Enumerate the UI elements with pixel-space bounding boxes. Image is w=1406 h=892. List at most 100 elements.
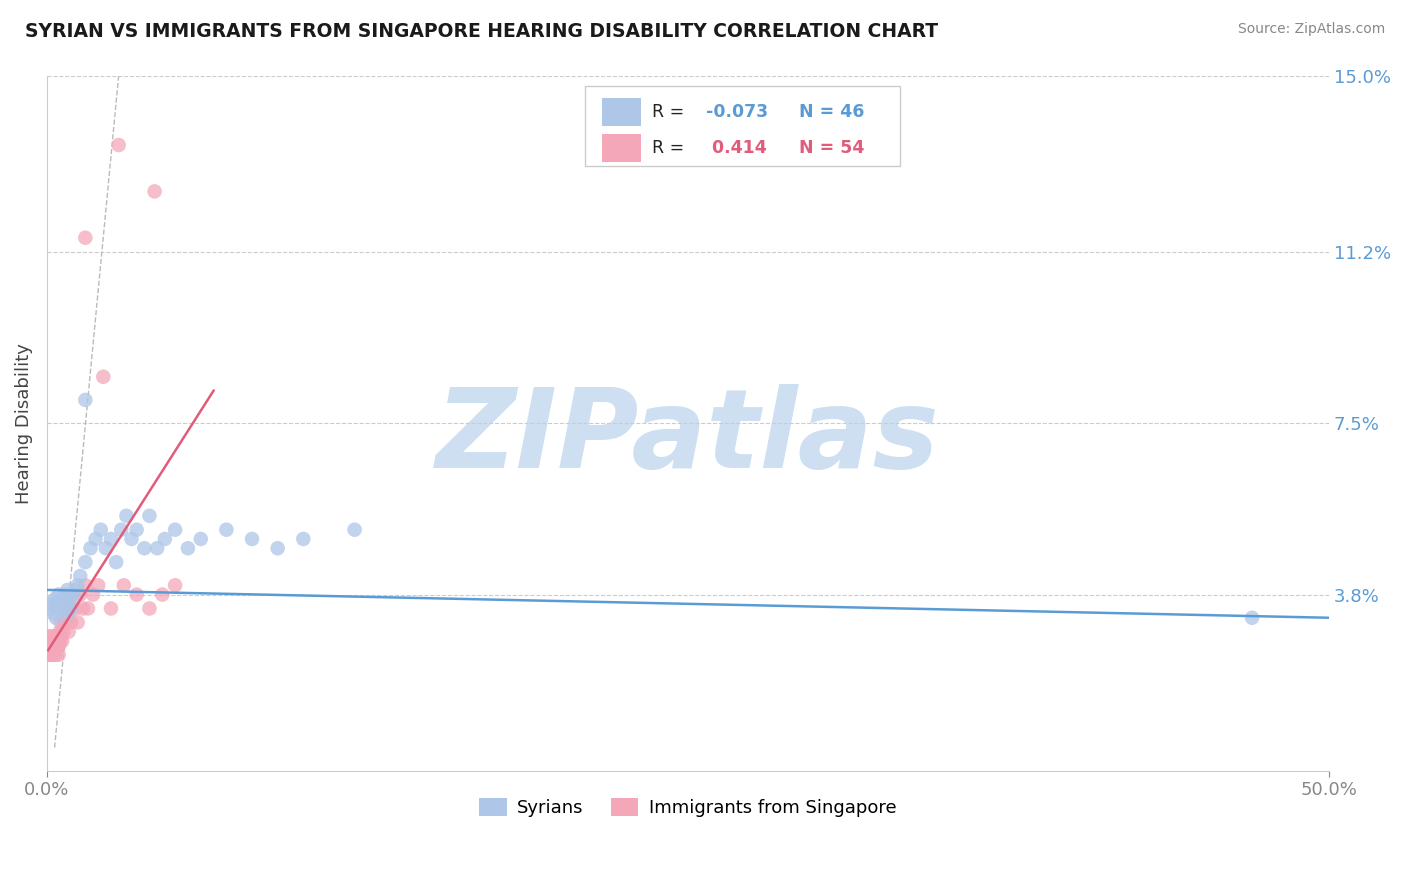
Point xyxy=(44,592,66,607)
Point xyxy=(115,508,138,523)
Point xyxy=(165,578,187,592)
Point xyxy=(107,138,129,153)
Text: Source: ZipAtlas.com: Source: ZipAtlas.com xyxy=(1237,22,1385,37)
Point xyxy=(134,541,156,556)
Text: N = 46: N = 46 xyxy=(800,103,865,120)
Point xyxy=(72,601,94,615)
Point xyxy=(55,601,77,615)
Point xyxy=(165,523,187,537)
Point xyxy=(177,541,200,556)
Point xyxy=(84,532,107,546)
Point xyxy=(45,611,67,625)
Point xyxy=(125,588,148,602)
Point xyxy=(60,601,83,615)
Point xyxy=(45,643,67,657)
Point xyxy=(41,643,63,657)
Point xyxy=(51,592,73,607)
Point xyxy=(240,532,263,546)
Point xyxy=(39,648,62,662)
Point xyxy=(75,555,97,569)
Point xyxy=(100,601,122,615)
Text: 0.414: 0.414 xyxy=(706,139,766,157)
Point xyxy=(91,369,114,384)
FancyBboxPatch shape xyxy=(602,97,641,126)
Point xyxy=(41,629,63,643)
Point xyxy=(62,588,84,602)
Point xyxy=(343,523,366,537)
Point xyxy=(292,532,315,546)
Point xyxy=(58,624,80,639)
Point xyxy=(46,629,69,643)
Point xyxy=(49,597,72,611)
Point xyxy=(46,597,69,611)
Point xyxy=(58,606,80,620)
Point xyxy=(266,541,288,556)
FancyBboxPatch shape xyxy=(585,86,900,166)
Text: SYRIAN VS IMMIGRANTS FROM SINGAPORE HEARING DISABILITY CORRELATION CHART: SYRIAN VS IMMIGRANTS FROM SINGAPORE HEAR… xyxy=(25,22,938,41)
Point xyxy=(69,588,91,602)
FancyBboxPatch shape xyxy=(602,135,641,162)
Text: R =: R = xyxy=(652,139,690,157)
Point xyxy=(215,523,238,537)
Point xyxy=(190,532,212,546)
Point xyxy=(112,578,135,592)
Point xyxy=(55,597,77,611)
Point xyxy=(75,392,97,407)
Point xyxy=(38,648,60,662)
Point xyxy=(53,588,76,602)
Point xyxy=(44,643,66,657)
Point xyxy=(87,578,110,592)
Point xyxy=(62,588,84,602)
Point xyxy=(94,541,117,556)
Point xyxy=(63,582,86,597)
Point xyxy=(105,555,128,569)
Point xyxy=(56,611,79,625)
Point xyxy=(42,648,65,662)
Point xyxy=(42,634,65,648)
Point xyxy=(48,601,70,615)
Point xyxy=(90,523,112,537)
Point xyxy=(75,231,97,245)
Point xyxy=(39,601,62,615)
Y-axis label: Hearing Disability: Hearing Disability xyxy=(15,343,32,504)
Point xyxy=(48,624,70,639)
Point xyxy=(1241,611,1264,625)
Point xyxy=(42,639,65,653)
Point xyxy=(51,629,73,643)
Point xyxy=(125,523,148,537)
Point xyxy=(146,541,169,556)
Point xyxy=(44,634,66,648)
Point xyxy=(46,634,69,648)
Point xyxy=(69,569,91,583)
Point xyxy=(63,601,86,615)
Point xyxy=(41,597,63,611)
Text: -0.073: -0.073 xyxy=(706,103,768,120)
Point xyxy=(45,639,67,653)
Point xyxy=(153,532,176,546)
Point xyxy=(41,639,63,653)
Point xyxy=(46,639,69,653)
Point xyxy=(60,615,83,630)
Point xyxy=(53,615,76,630)
Point xyxy=(51,634,73,648)
Point xyxy=(59,601,82,615)
Point xyxy=(75,578,97,592)
Point xyxy=(38,629,60,643)
Point xyxy=(49,634,72,648)
Point xyxy=(52,601,75,615)
Point xyxy=(37,634,59,648)
Legend: Syrians, Immigrants from Singapore: Syrians, Immigrants from Singapore xyxy=(472,790,904,824)
Point xyxy=(48,639,70,653)
Point xyxy=(150,588,173,602)
Point xyxy=(39,634,62,648)
Point xyxy=(48,588,70,602)
Point xyxy=(48,648,70,662)
Point xyxy=(39,643,62,657)
Point xyxy=(49,615,72,630)
Point xyxy=(121,532,143,546)
Point xyxy=(138,508,160,523)
Point xyxy=(42,606,65,620)
Point xyxy=(45,648,67,662)
Point xyxy=(66,578,89,592)
Point xyxy=(143,185,166,199)
